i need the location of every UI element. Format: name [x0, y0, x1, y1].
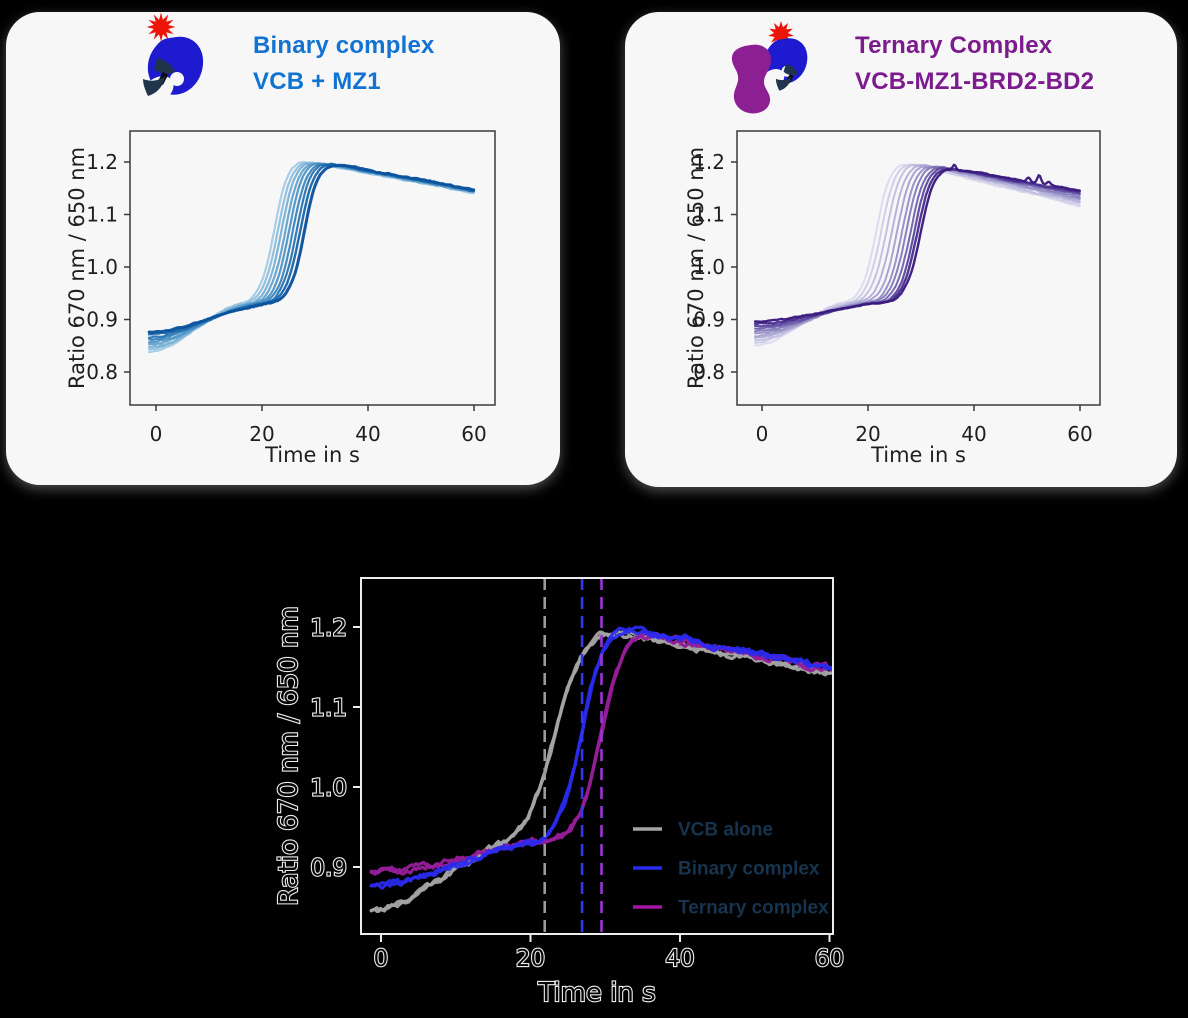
ternary-panel-title: Ternary Complex VCB-MZ1-BRD2-BD2 [855, 28, 1094, 100]
binary-complex-panel: Binary complex VCB + MZ1 0 20 40 60 0.8 0.9 1.… [6, 12, 560, 485]
y-tick-label: 0.8 [86, 360, 118, 384]
y-tick-label: 1.0 [693, 255, 725, 279]
mz1-ligand-top-icon [783, 64, 799, 76]
y-tick-label: 1.1 [86, 203, 118, 227]
x-tick-label: 60 [815, 946, 844, 972]
y-tick-label: 0.9 [310, 855, 347, 881]
y-tick-label: 0.8 [693, 360, 725, 384]
ternary-title-line1: Ternary Complex [855, 32, 1053, 59]
x-tick-label: 40 [961, 422, 986, 446]
y-axis-title: Ratio 670 nm / 650 nm [274, 606, 304, 906]
brd2-bd2-protein-icon [731, 44, 772, 114]
x-tick-label: 40 [355, 422, 380, 446]
x-tick-label: 20 [855, 422, 880, 446]
x-tick-label: 20 [249, 422, 274, 446]
series-trace-4 [148, 162, 475, 346]
x-tick-label: 60 [461, 422, 486, 446]
binary-chart: 0 20 40 60 0.8 0.9 1.0 1.1 1.2 Time in s Ratio 670… [65, 130, 496, 467]
series-trace-5 [148, 162, 475, 344]
series-trace-10 [753, 168, 1081, 326]
x-tick-label: 60 [1067, 422, 1092, 446]
legend-label-ternary-complex: Ternary complex [678, 898, 829, 919]
y-tick-label: 1.2 [310, 615, 347, 641]
ternary-complex-icon [731, 21, 808, 114]
x-tick-label: 0 [374, 946, 389, 972]
y-tick-label: 1.0 [310, 775, 347, 801]
ternary-complex-panel: Ternary Complex VCB-MZ1-BRD2-BD2 0 20 40 60… [625, 12, 1177, 487]
series-trace-8 [147, 162, 475, 336]
plot-frame [360, 577, 834, 935]
x-tick-label: 0 [150, 422, 163, 446]
overlay-chart: 0 20 40 60 0.9 1.0 1.1 1.2 Time in s Ratio 670 nm… [273, 577, 845, 1009]
x-tick-label: 0 [756, 422, 769, 446]
series-trace-6 [148, 163, 475, 341]
x-axis-title: Time in s [264, 443, 360, 467]
series-trace-11 [753, 163, 1081, 323]
ternary-chart: 0 20 40 60 0.8 0.9 1.0 1.1 1.2 Time in s Ratio 670… [684, 130, 1101, 467]
ternary-title-line2: VCB-MZ1-BRD2-BD2 [855, 68, 1095, 95]
mz1-ligand-bottom-icon [775, 76, 792, 91]
legend-label-vcb-alone: VCB alone [678, 820, 773, 841]
mz1-ligand-bottom-icon [143, 76, 165, 96]
y-axis-title: Ratio 670 nm / 650 nm [65, 147, 89, 389]
y-tick-label: 1.2 [86, 150, 118, 174]
fluorophore-label-icon [146, 12, 176, 42]
x-axis-title: Time in s [537, 978, 655, 1008]
series-vcb-alone [369, 629, 833, 913]
y-tick-label: 0.9 [693, 308, 725, 332]
binary-complex-icon [142, 12, 204, 104]
x-axis-title: Time in s [870, 443, 966, 467]
y-tick-label: 1.1 [693, 203, 725, 227]
plot-frame [736, 130, 1101, 406]
vcb-claw-cutout [170, 72, 184, 86]
y-axis-title: Ratio 670 nm / 650 nm [684, 147, 708, 389]
x-tick-label: 20 [516, 946, 545, 972]
y-tick-label: 1.0 [86, 255, 118, 279]
binary-panel-title: Binary complex VCB + MZ1 [253, 28, 435, 100]
binary-title-line1: Binary complex [253, 32, 435, 59]
binary-title-line2: VCB + MZ1 [253, 68, 381, 95]
legend-label-binary-complex: Binary complex [678, 859, 820, 880]
y-tick-label: 1.2 [693, 150, 725, 174]
x-tick-label: 40 [665, 946, 694, 972]
mz1-ligand-top-icon [154, 58, 175, 74]
y-tick-label: 0.9 [86, 308, 118, 332]
series-trace-3 [148, 162, 475, 349]
series-trace-7 [148, 163, 475, 339]
y-tick-label: 1.1 [310, 695, 347, 721]
series-trace-9 [147, 163, 476, 334]
plot-frame [129, 130, 496, 406]
